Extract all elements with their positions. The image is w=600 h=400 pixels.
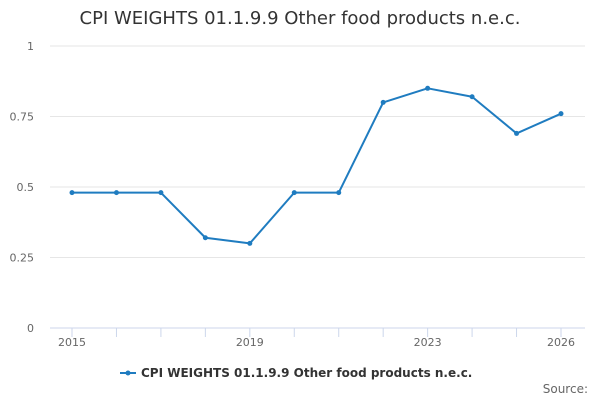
x-tick-label: 2019 — [236, 336, 264, 349]
data-point[interactable] — [202, 235, 208, 241]
x-tick-label: 2015 — [58, 336, 86, 349]
y-tick-label: 0.25 — [10, 252, 35, 265]
data-point[interactable] — [69, 190, 75, 196]
x-tick-label: 2026 — [547, 336, 575, 349]
data-point[interactable] — [425, 85, 431, 91]
data-point[interactable] — [336, 190, 342, 196]
chart-title: CPI WEIGHTS 01.1.9.9 Other food products… — [79, 8, 521, 29]
data-point[interactable] — [247, 240, 253, 246]
series-line — [72, 87, 562, 245]
data-point[interactable] — [514, 130, 520, 136]
y-tick-label: 0.75 — [10, 111, 35, 124]
source-label: Source: — [542, 382, 588, 396]
data-point[interactable] — [113, 190, 119, 196]
y-tick-label: 0.5 — [17, 181, 35, 194]
legend-label: CPI WEIGHTS 01.1.9.9 Other food products… — [141, 366, 473, 380]
data-point[interactable] — [558, 111, 564, 117]
y-axis: 0 0.25 0.5 0.75 1 — [10, 40, 35, 335]
data-point[interactable] — [380, 99, 386, 105]
x-axis: 2015 2019 2023 2026 — [50, 327, 585, 349]
data-point[interactable] — [469, 94, 475, 100]
y-tick-label: 1 — [27, 40, 34, 53]
legend-item[interactable]: CPI WEIGHTS 01.1.9.9 Other food products… — [120, 366, 472, 380]
data-point[interactable] — [291, 190, 297, 196]
line-marker-icon — [120, 370, 136, 376]
gridlines — [50, 45, 585, 258]
x-tick-label: 2023 — [414, 336, 442, 349]
y-tick-label: 0 — [27, 322, 34, 335]
data-point[interactable] — [158, 190, 164, 196]
data-series — [69, 85, 564, 246]
